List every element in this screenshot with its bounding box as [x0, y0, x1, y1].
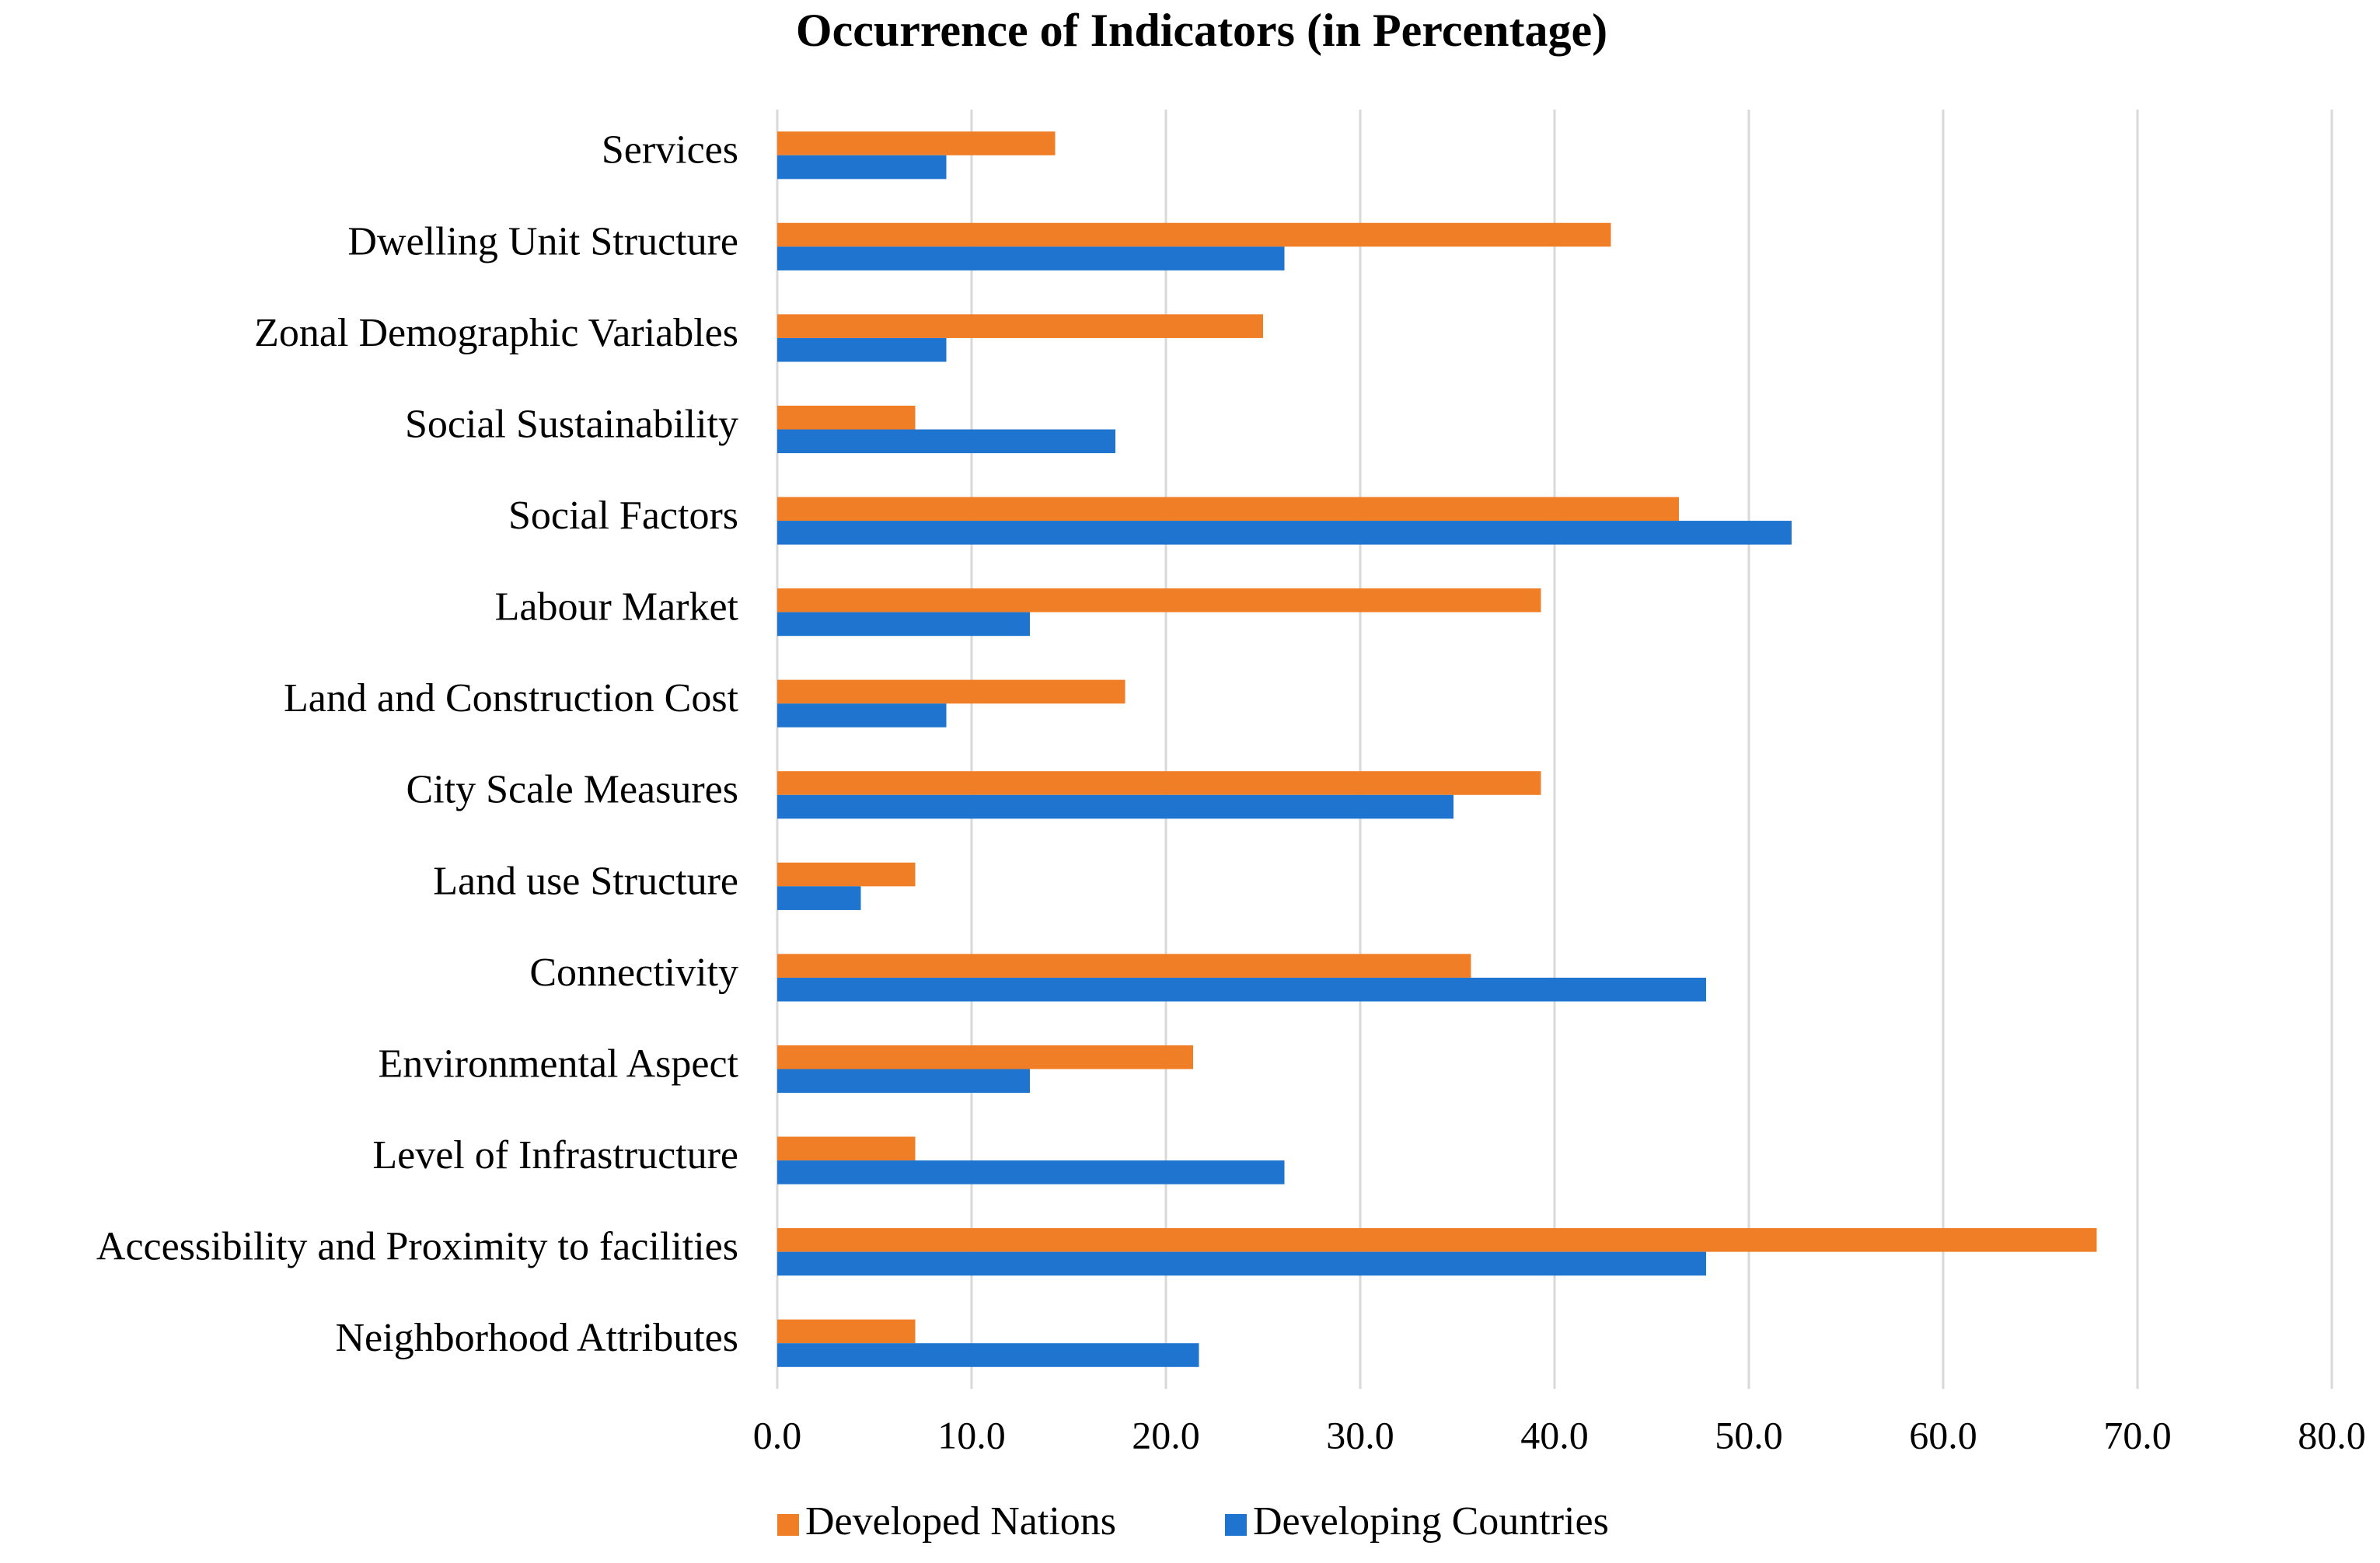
- y-tick-label: Zonal Demographic Variables: [254, 311, 738, 355]
- bar: [777, 703, 947, 727]
- y-tick-label: City Scale Measures: [407, 768, 738, 812]
- y-tick-label: Dwelling Unit Structure: [347, 219, 738, 263]
- bar: [777, 521, 1792, 545]
- bar: [777, 1069, 1030, 1094]
- x-tick-label: 10.0: [937, 1413, 1006, 1457]
- bar: [777, 314, 1263, 338]
- bar: [777, 1228, 2097, 1252]
- bar: [777, 1045, 1193, 1069]
- y-tick-label: Social Factors: [508, 494, 738, 538]
- x-tick-label: 80.0: [2298, 1413, 2366, 1457]
- x-tick-label: 60.0: [1909, 1413, 1977, 1457]
- bar: [777, 588, 1541, 612]
- y-tick-label: Social Sustainability: [405, 402, 738, 446]
- bar: [777, 679, 1125, 704]
- y-tick-label: Labour Market: [495, 585, 739, 630]
- y-tick-label: Environmental Aspect: [378, 1041, 738, 1086]
- bar: [777, 337, 947, 362]
- bar: [777, 794, 1453, 819]
- bar: [777, 429, 1115, 454]
- bar: [777, 1136, 916, 1161]
- x-tick-label: 20.0: [1132, 1413, 1200, 1457]
- y-tick-label: Neighborhood Attributes: [335, 1316, 738, 1360]
- bar: [777, 222, 1611, 247]
- bar: [777, 862, 916, 887]
- y-tick-label: Land and Construction Cost: [284, 676, 739, 720]
- bar: [777, 612, 1030, 637]
- bar: [777, 405, 916, 430]
- y-tick-label: Accessibility and Proximity to facilitie…: [96, 1225, 738, 1269]
- x-tick-label: 50.0: [1715, 1413, 1783, 1457]
- bar: [777, 771, 1541, 795]
- bar: [777, 954, 1471, 978]
- x-tick-label: 0.0: [753, 1413, 802, 1457]
- bar: [777, 886, 861, 910]
- x-tick-label: 30.0: [1326, 1413, 1394, 1457]
- bar: [777, 155, 947, 180]
- x-tick-label: 70.0: [2103, 1413, 2172, 1457]
- y-tick-label: Land use Structure: [433, 859, 738, 903]
- legend-swatch: [777, 1514, 799, 1536]
- y-tick-label: Level of Infrastructure: [372, 1133, 738, 1177]
- bar: [777, 1319, 916, 1344]
- chart-title: Occurrence of Indicators (in Percentage): [796, 5, 1607, 56]
- legend-label: Developed Nations: [805, 1499, 1116, 1544]
- bar: [777, 1343, 1199, 1367]
- bar: [777, 246, 1285, 270]
- bar: [777, 497, 1679, 522]
- bar: [777, 1251, 1706, 1276]
- legend-swatch: [1225, 1514, 1247, 1536]
- bar: [777, 1160, 1285, 1184]
- y-tick-label: Services: [602, 128, 738, 173]
- y-tick-label: Connectivity: [529, 951, 738, 995]
- bar: [777, 977, 1706, 1002]
- bar: [777, 131, 1056, 155]
- legend-label: Developing Countries: [1253, 1499, 1609, 1544]
- x-tick-label: 40.0: [1520, 1413, 1589, 1457]
